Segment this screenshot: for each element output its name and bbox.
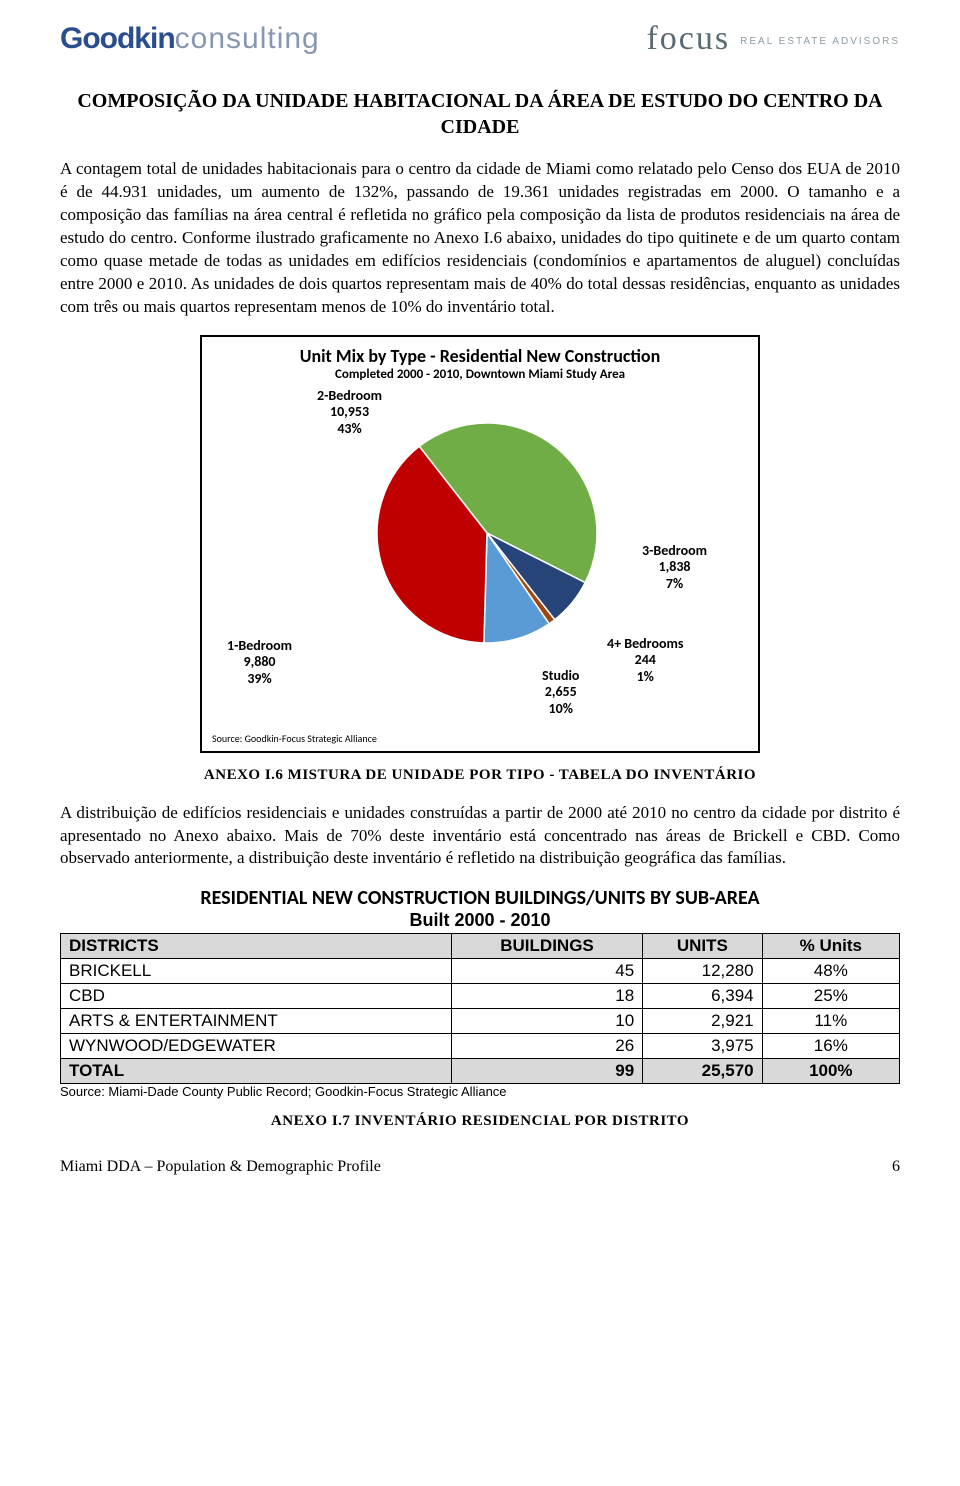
table-row: WYNWOOD/EDGEWATER263,97516%: [61, 1034, 900, 1059]
focus-logo-tagline: REAL ESTATE ADVISORS: [740, 36, 900, 47]
table-cell: 16%: [762, 1034, 899, 1059]
focus-logo: focus REAL ESTATE ADVISORS: [646, 20, 900, 58]
page-footer: Miami DDA – Population & Demographic Pro…: [60, 1158, 900, 1176]
table-cell: 99: [451, 1059, 642, 1084]
table-cell: BRICKELL: [61, 959, 452, 984]
table-cell: 100%: [762, 1059, 899, 1084]
pie-label-3bedroom: 3-Bedroom 1,838 7%: [642, 543, 707, 593]
header-logos: Goodkinconsulting focus REAL ESTATE ADVIS…: [60, 20, 900, 58]
table-cell: 45: [451, 959, 642, 984]
col-pct: % Units: [762, 934, 899, 959]
pie-label-2bedroom: 2-Bedroom 10,953 43%: [317, 388, 382, 438]
table-source: Source: Miami-Dade County Public Record;…: [60, 1084, 900, 1099]
table-row: BRICKELL4512,28048%: [61, 959, 900, 984]
table-header-row: DISTRICTS BUILDINGS UNITS % Units: [61, 934, 900, 959]
table-total-row: TOTAL9925,570100%: [61, 1059, 900, 1084]
table-cell: 11%: [762, 1009, 899, 1034]
section-title: COMPOSIÇÃO DA UNIDADE HABITACIONAL DA ÁR…: [60, 88, 900, 140]
table-cell: 18: [451, 984, 642, 1009]
annex-2-caption: ANEXO I.7 INVENTÁRIO RESIDENCIAL POR DIS…: [60, 1113, 900, 1130]
table-cell: 12,280: [643, 959, 762, 984]
col-units: UNITS: [643, 934, 762, 959]
table-cell: 48%: [762, 959, 899, 984]
districts-table: DISTRICTS BUILDINGS UNITS % Units BRICKE…: [60, 933, 900, 1084]
pie-svg: [372, 418, 602, 648]
table-cell: 6,394: [643, 984, 762, 1009]
table-cell: 25%: [762, 984, 899, 1009]
chart-body: 2-Bedroom 10,953 43% 3-Bedroom 1,838 7% …: [212, 388, 748, 728]
table-cell: CBD: [61, 984, 452, 1009]
footer-page-number: 6: [892, 1158, 900, 1176]
table-cell: 25,570: [643, 1059, 762, 1084]
annex-1-caption: ANEXO I.6 MISTURA DE UNIDADE POR TIPO - …: [60, 767, 900, 784]
table-subtitle: Built 2000 - 2010: [60, 910, 900, 931]
table-row: ARTS & ENTERTAINMENT102,92111%: [61, 1009, 900, 1034]
pie-label-studio: Studio 2,655 10%: [542, 668, 579, 718]
chart-title: Unit Mix by Type - Residential New Const…: [212, 345, 748, 367]
table-cell: 3,975: [643, 1034, 762, 1059]
goodkin-logo: Goodkinconsulting: [60, 22, 320, 56]
table-cell: 26: [451, 1034, 642, 1059]
chart-subtitle: Completed 2000 - 2010, Downtown Miami St…: [212, 367, 748, 382]
table-cell: 2,921: [643, 1009, 762, 1034]
table-cell: TOTAL: [61, 1059, 452, 1084]
paragraph-2: A distribuição de edifícios residenciais…: [60, 802, 900, 871]
pie-chart-frame: Unit Mix by Type - Residential New Const…: [200, 335, 760, 753]
col-buildings: BUILDINGS: [451, 934, 642, 959]
focus-logo-main: focus: [646, 20, 730, 57]
table-cell: WYNWOOD/EDGEWATER: [61, 1034, 452, 1059]
table-cell: ARTS & ENTERTAINMENT: [61, 1009, 452, 1034]
table-row: CBD186,39425%: [61, 984, 900, 1009]
goodkin-logo-sub: consulting: [175, 22, 320, 55]
goodkin-logo-main: Goodkin: [60, 22, 175, 55]
footer-left: Miami DDA – Population & Demographic Pro…: [60, 1158, 381, 1176]
table-cell: 10: [451, 1009, 642, 1034]
chart-source: Source: Goodkin-Focus Strategic Alliance: [212, 732, 748, 745]
pie-svg-wrap: [372, 418, 602, 653]
pie-label-4plus: 4+ Bedrooms 244 1%: [607, 636, 683, 686]
paragraph-1: A contagem total de unidades habitaciona…: [60, 158, 900, 319]
table-title: RESIDENTIAL NEW CONSTRUCTION BUILDINGS/U…: [60, 886, 900, 910]
col-districts: DISTRICTS: [61, 934, 452, 959]
pie-label-1bedroom: 1-Bedroom 9,880 39%: [227, 638, 292, 688]
